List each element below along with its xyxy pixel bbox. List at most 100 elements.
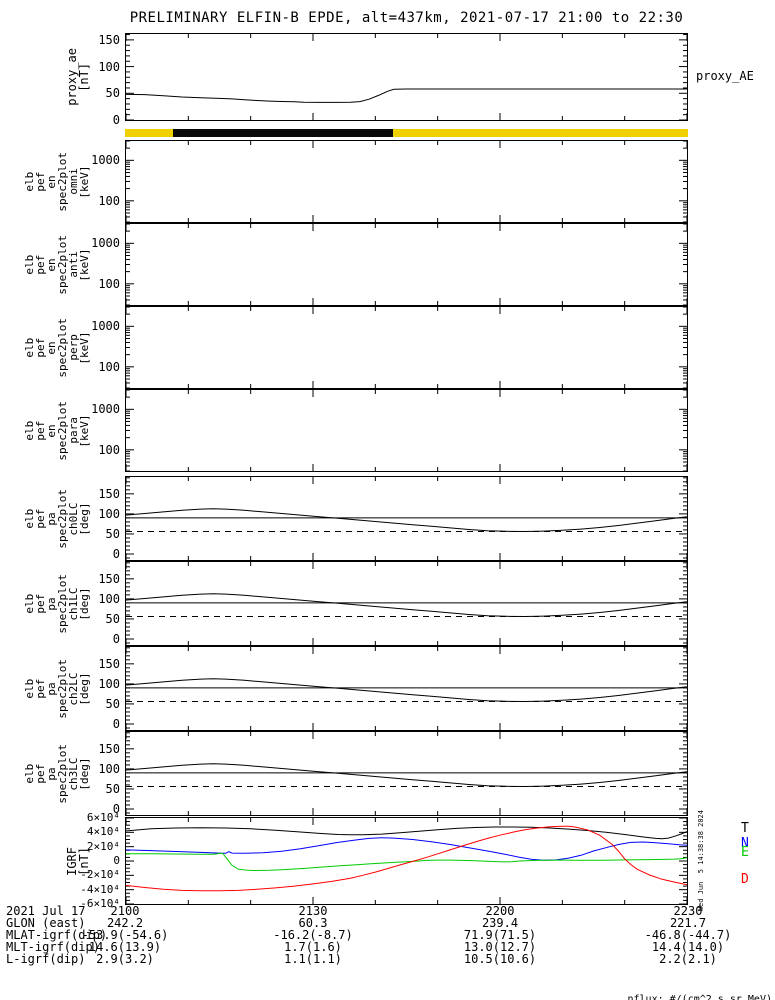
ytick-label: 150: [98, 32, 120, 47]
axis-title-pa-ch1: elb pef pa spec2plot ch1LC [deg]: [23, 573, 91, 634]
ytick-label: 0: [112, 546, 120, 561]
ephemeris-value: 221.7: [669, 916, 707, 930]
ytick-label: 50: [105, 781, 120, 796]
ephemeris-value: -16.2(-8.7): [273, 928, 353, 942]
ephemeris-value: 2.2(2.1): [659, 952, 717, 966]
ephemeris-value: 1.1(1.1): [284, 952, 342, 966]
ytick-label: 0: [112, 801, 120, 816]
panel-pa-ch3: [125, 731, 688, 816]
series-N: [126, 837, 687, 861]
ephemeris-value: 14.6(13.9): [88, 940, 162, 954]
ytick-label: 100: [98, 276, 120, 291]
series-label-E: E: [741, 845, 749, 861]
orbit-status-bar: [125, 129, 688, 137]
time-tick-label: 2200: [485, 904, 515, 918]
ytick-label: 50: [105, 611, 120, 626]
row-label-glon-east-: GLON (east): [6, 916, 86, 930]
panel-igrf: [125, 817, 688, 905]
axis-title-spec-perp: elb pef en spec2plot perp [keV]: [23, 317, 91, 378]
row-label-2021-jul-17: 2021 Jul 17: [6, 904, 86, 918]
ephemeris-value: 13.0(12.7): [463, 940, 537, 954]
time-tick-label: 2130: [298, 904, 328, 918]
panel-spec-anti: [125, 223, 688, 306]
orbit-bar-segment: [125, 129, 174, 137]
series-label-N: N: [741, 835, 749, 851]
panel-pa-ch2: [125, 646, 688, 731]
ytick-label: 100: [98, 59, 120, 74]
series-pitch-angle: [126, 508, 687, 533]
panel-pa-ch1: [125, 561, 688, 646]
series-E: [126, 852, 687, 872]
ephemeris-value: 60.3: [298, 916, 328, 930]
series-pitch-angle: [126, 763, 687, 788]
row-label-l-igrf-dip-: L-igrf(dip): [6, 952, 86, 966]
ephemeris-value: 14.4(14.0): [651, 940, 725, 954]
series-proxy_AE: [126, 88, 687, 103]
ytick-label: 150: [98, 571, 120, 586]
axis-title-pa-ch2: elb pef pa spec2plot ch2LC [deg]: [23, 658, 91, 719]
panel-pa-ch0: [125, 476, 688, 561]
ytick-label: 0: [113, 854, 120, 867]
orbit-bar-segment: [392, 129, 688, 137]
ytick-label: 1000: [91, 153, 120, 168]
ytick-label: -4×10⁴: [80, 882, 120, 896]
panel-right-label: proxy_AE: [696, 69, 754, 83]
ephemeris-value: 239.4: [481, 916, 519, 930]
panel-spec-perp: [125, 306, 688, 389]
time-tick-label: 2230: [673, 904, 703, 918]
series-D: [126, 825, 687, 892]
row-label-mlat-igrf-dip-: MLAT-igrf(dip): [6, 928, 108, 942]
ytick-label: 50: [105, 86, 120, 101]
orbit-bar-segment: [173, 129, 393, 137]
ephemeris-value: 242.2: [106, 916, 144, 930]
ephemeris-value: 1.7(1.6): [284, 940, 342, 954]
ytick-label: 100: [98, 359, 120, 374]
axis-title-igrf: IGRF [nT]: [65, 846, 91, 876]
series-pitch-angle: [126, 593, 687, 618]
ytick-label: 0: [112, 631, 120, 646]
ephemeris-value: 2.9(3.2): [96, 952, 154, 966]
ytick-label: 150: [98, 656, 120, 671]
ytick-label: 150: [98, 741, 120, 756]
series-T: [126, 826, 687, 840]
ytick-label: 50: [105, 696, 120, 711]
ytick-label: 100: [98, 193, 120, 208]
panel-spec-para: [125, 389, 688, 472]
ytick-label: 150: [98, 486, 120, 501]
side-created-timestamp: Wed Jun 5 14:38:38 2024: [697, 810, 705, 912]
ytick-label: 100: [98, 676, 120, 691]
axis-title-pa-ch0: elb pef pa spec2plot ch0LC [deg]: [23, 488, 91, 549]
ephemeris-value: -46.8(-44.7): [644, 928, 732, 942]
ephemeris-value: 71.9(71.5): [463, 928, 537, 942]
ytick-label: -6×10⁴: [80, 897, 120, 910]
ytick-label: 4×10⁴: [86, 825, 120, 839]
ephemeris-value: -53.9(-54.6): [81, 928, 169, 942]
series-pitch-angle: [126, 678, 687, 703]
ytick-label: 0: [112, 716, 120, 731]
ytick-label: 0: [112, 113, 120, 127]
ytick-label: 1000: [91, 236, 120, 251]
ephemeris-value: 10.5(10.6): [463, 952, 537, 966]
ytick-label: 6×10⁴: [86, 811, 120, 824]
ytick-label: 1000: [91, 319, 120, 334]
ytick-label: 100: [98, 591, 120, 606]
ytick-label: 100: [98, 761, 120, 776]
axis-title-spec-para: elb pef en spec2plot para [keV]: [23, 400, 91, 461]
axis-title-proxy-ae: proxy_ae [nT]: [65, 48, 91, 106]
panel-proxy-ae: [125, 33, 688, 121]
axis-title-pa-ch3: elb pef pa spec2plot ch3LC [deg]: [23, 743, 91, 804]
axis-title-spec-anti: elb pef en spec2plot anti [keV]: [23, 234, 91, 295]
ytick-label: 2×10⁴: [86, 839, 120, 853]
ytick-label: 100: [98, 442, 120, 457]
panel-spec-omni: [125, 140, 688, 223]
axis-title-spec-omni: elb pef en spec2plot omni [keV]: [23, 151, 91, 212]
footer-notes: nflux: #/(cm^2 s sr MeV) Created: Wed Ju…: [573, 972, 773, 1000]
time-tick-label: 2100: [110, 904, 140, 918]
ytick-label: -2×10⁴: [80, 868, 120, 882]
nflux-units-note: nflux: #/(cm^2 s sr MeV): [627, 994, 773, 1000]
ytick-label: 100: [98, 506, 120, 521]
row-label-mlt-igrf-dip-: MLT-igrf(dip): [6, 940, 100, 954]
ytick-label: 50: [105, 526, 120, 541]
plot-title: PRELIMINARY ELFIN-B EPDE, alt=437km, 202…: [129, 10, 684, 26]
